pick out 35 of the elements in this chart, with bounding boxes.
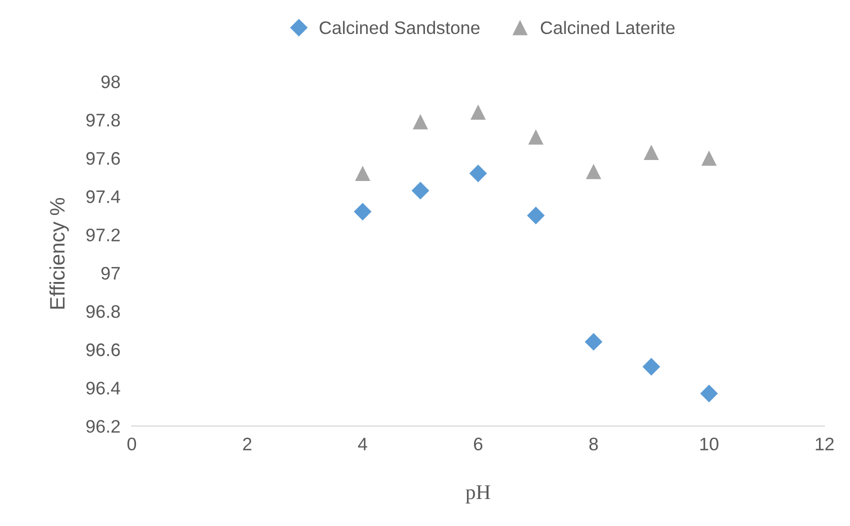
point [700, 384, 718, 402]
legend-label: Calcined Laterite [540, 20, 675, 34]
point [701, 150, 717, 166]
y-tick-label: 97.2 [86, 228, 120, 242]
point [642, 358, 660, 376]
y-tick-label: 96.4 [86, 382, 120, 394]
point [469, 164, 487, 182]
point [412, 114, 428, 130]
y-tick-label: 97.6 [86, 152, 120, 165]
point [644, 144, 659, 160]
point [354, 202, 372, 221]
y-tick-label: 98 [101, 75, 120, 88]
x-axis-title: pH [466, 485, 490, 504]
point [412, 182, 430, 200]
point [584, 333, 602, 351]
point [470, 104, 486, 120]
y-tick-label: 97.4 [86, 190, 120, 204]
x-tick-label: 4 [358, 438, 368, 450]
x-tick-label: 0 [127, 438, 136, 450]
point [527, 206, 545, 224]
y-tick-label: 96.8 [86, 305, 120, 318]
x-tick-label: 10 [700, 438, 718, 450]
y-tick-label: 96.2 [86, 420, 120, 433]
point [355, 166, 370, 182]
y-tick-label: 97.8 [86, 114, 120, 127]
legend-label: Calcined Sandstone [320, 20, 480, 34]
point [586, 164, 602, 180]
y-tick-label: 96.6 [86, 343, 120, 356]
point [528, 129, 544, 145]
x-tick-label: 12 [816, 438, 834, 450]
y-axis-title: Efficiency % [49, 198, 69, 309]
x-tick-label: 2 [243, 438, 252, 450]
x-tick-label: 6 [474, 438, 482, 450]
x-tick-label: 8 [589, 438, 598, 450]
y-tick-label: 97 [101, 266, 120, 280]
